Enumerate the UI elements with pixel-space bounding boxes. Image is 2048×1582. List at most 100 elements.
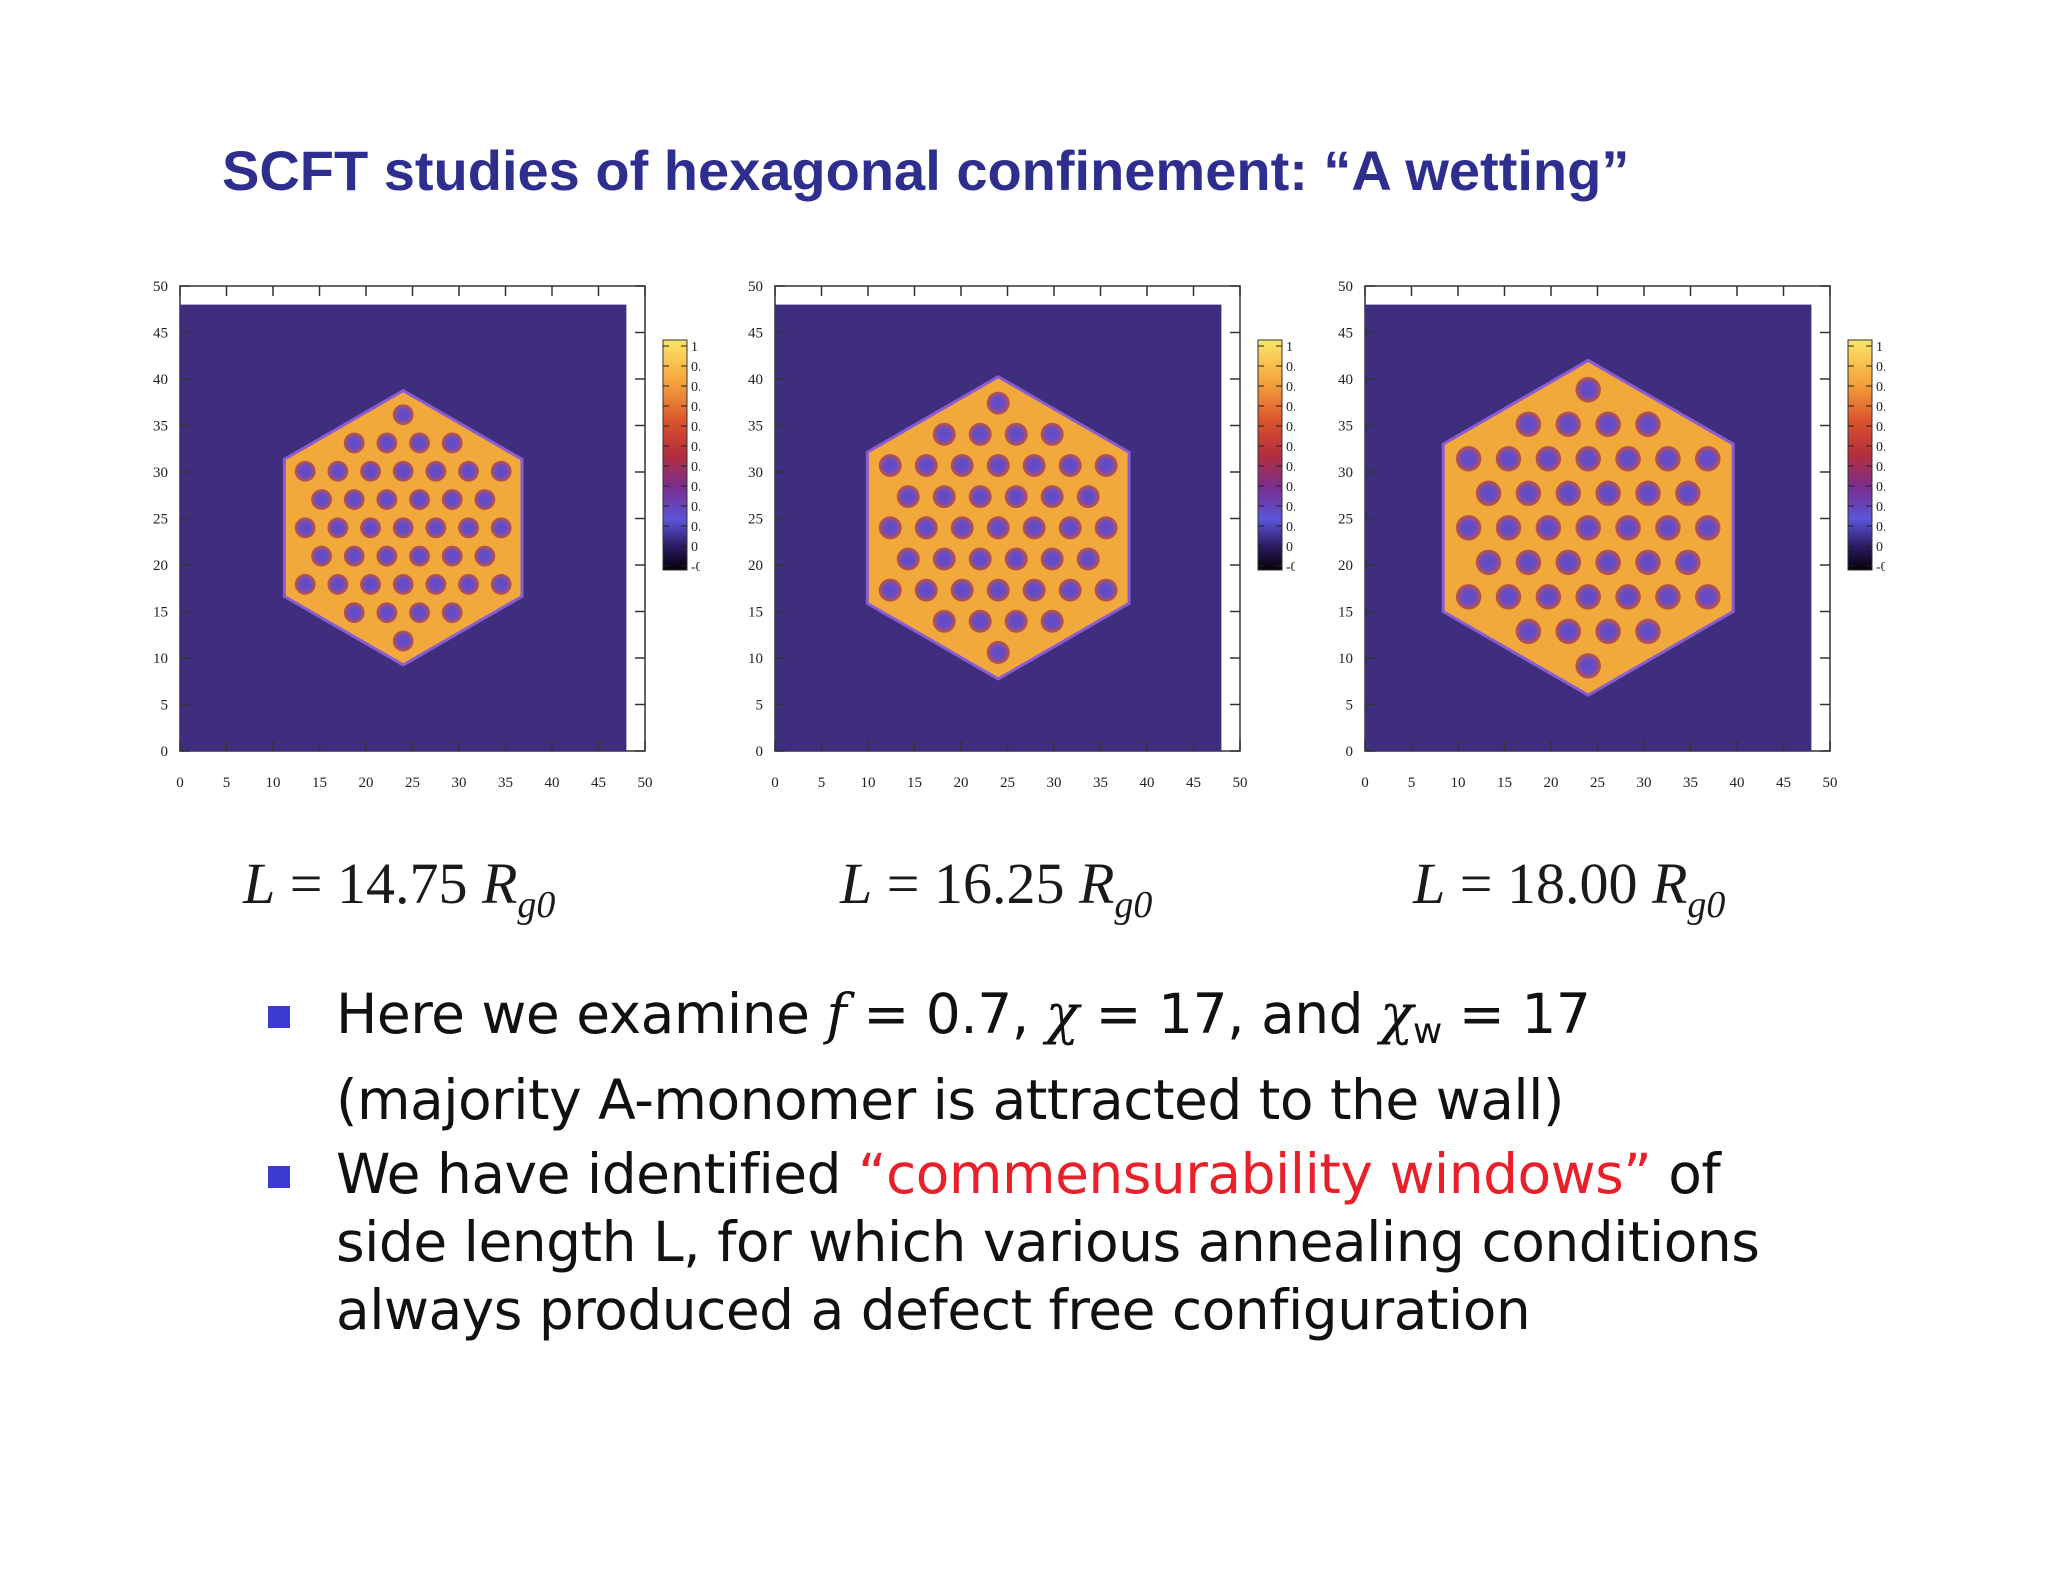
domain-dot [376,432,398,454]
domain-dot [1058,453,1082,477]
domain-dot [409,432,430,454]
x-tick-label: 30 [1637,775,1652,791]
colorbar [1257,339,1283,571]
domain-dot [914,516,938,540]
domain-dot [1615,584,1641,610]
colorbar-label: 0.8 [691,380,700,395]
domain-dot [1635,618,1661,645]
y-tick-label: 5 [756,698,764,714]
colorbar-label: 0.6 [691,420,700,435]
domain-dot [441,432,463,454]
domain-dot [914,578,938,602]
y-tick-label: 25 [748,512,763,528]
domain-dot [1058,516,1082,540]
domain-dot [986,453,1010,477]
x-tick-label: 30 [452,775,467,791]
domain-dot [1515,480,1542,507]
domain-dot [968,609,992,633]
domain-dot [1615,446,1641,472]
bullet-commensurability: We have identified “commensurability win… [268,1140,1828,1344]
colorbar-label: 0.1 [1286,520,1295,535]
colorbar-label: 0.6 [1876,420,1885,435]
colorbar-label: 1 [1876,340,1883,355]
x-tick-label: 45 [1776,775,1791,791]
domain-dot [392,517,414,539]
colorbar-label: 0.3 [1286,480,1295,495]
y-tick-label: 15 [748,605,763,621]
colorbar-label: 0 [691,540,698,555]
x-tick-label: 5 [223,775,231,791]
domain-dot [986,640,1010,664]
domain-dot [392,404,414,426]
domain-dot [1595,618,1621,645]
x-tick-label: 5 [1408,775,1416,791]
y-tick-label: 10 [153,651,168,667]
x-tick-label: 50 [638,775,653,791]
domain-dot [490,460,512,482]
x-tick-label: 45 [1186,775,1201,791]
x-tick-label: 35 [498,775,513,791]
x-tick-label: 50 [1823,775,1838,791]
domain-dot [294,517,316,539]
y-tick-label: 40 [1338,372,1353,388]
domain-dot [311,545,332,567]
colorbar-label: -0.1 [1286,560,1295,575]
domain-dot [1575,376,1601,403]
colorbar-label: 0.4 [1286,460,1295,475]
y-tick-label: 10 [748,651,763,667]
colorbar-label: 0.2 [1286,500,1295,515]
domain-dot [490,573,512,595]
y-tick-label: 35 [1338,419,1353,435]
bullet-list: Here we examine f = 0.7, χ = 17, and χw … [268,980,1828,1350]
domain-dot [425,460,447,482]
domain-dot [1575,653,1601,679]
colorbar-label: 0.7 [691,400,700,415]
domain-dot [360,460,381,482]
domain-dot [441,545,463,567]
y-tick-label: 20 [153,558,168,574]
domain-dot [343,489,365,510]
x-tick-label: 10 [861,775,876,791]
y-tick-label: 30 [1338,465,1353,481]
commensurability-highlight: “commensurability windows” [858,1142,1652,1206]
domain-dot [1004,609,1028,633]
domain-dot [1655,515,1681,541]
x-tick-label: 15 [1497,775,1512,791]
x-tick-label: 0 [176,775,184,791]
heatmap-panel-2: 0 0 5 5 10 10 15 15 20 20 25 25 30 30 35 35 40 40 45 45 50 50… [735,272,1295,812]
y-tick-label: 50 [1338,279,1353,295]
domain-dot [1535,584,1562,610]
heatmap-panel-3: 0 0 5 5 10 10 15 15 20 20 25 25 30 30 35 35 40 40 45 45 50 50… [1325,272,1885,812]
colorbar [662,339,688,571]
domain-dot [986,578,1010,602]
domain-dot [376,489,398,510]
domain-dot [409,489,430,510]
x-tick-label: 20 [954,775,969,791]
domain-dot [932,485,956,509]
domain-dot [1455,515,1482,541]
domain-dot [932,547,956,571]
domain-dot [343,432,365,454]
domain-dot [1004,485,1028,509]
x-tick-label: 5 [818,775,826,791]
domain-dot [1495,446,1522,472]
domain-dot [1040,609,1064,633]
y-tick-label: 50 [748,279,763,295]
domain-dot [392,573,414,595]
y-tick-label: 0 [756,744,764,760]
x-tick-label: 10 [266,775,281,791]
x-tick-label: 30 [1047,775,1062,791]
caption-1: L = 14.75 Rg0 [243,851,556,926]
colorbar-label: 0.1 [1876,520,1885,535]
domain-dot [1555,549,1582,576]
y-tick-label: 30 [748,465,763,481]
slide-title: SCFT studies of hexagonal confinement: “… [222,139,1630,202]
colorbar-label: 0 [1286,540,1293,555]
domain-dot [932,609,956,633]
colorbar-label: 0.2 [1876,500,1885,515]
y-tick-label: 20 [748,558,763,574]
caption-2: L = 16.25 Rg0 [840,851,1153,926]
domain-dot [1635,411,1661,438]
colorbar-label: 0.7 [1876,400,1885,415]
heatmap-plot-1: 0055101015152020252530303535404045455050… [153,279,700,791]
